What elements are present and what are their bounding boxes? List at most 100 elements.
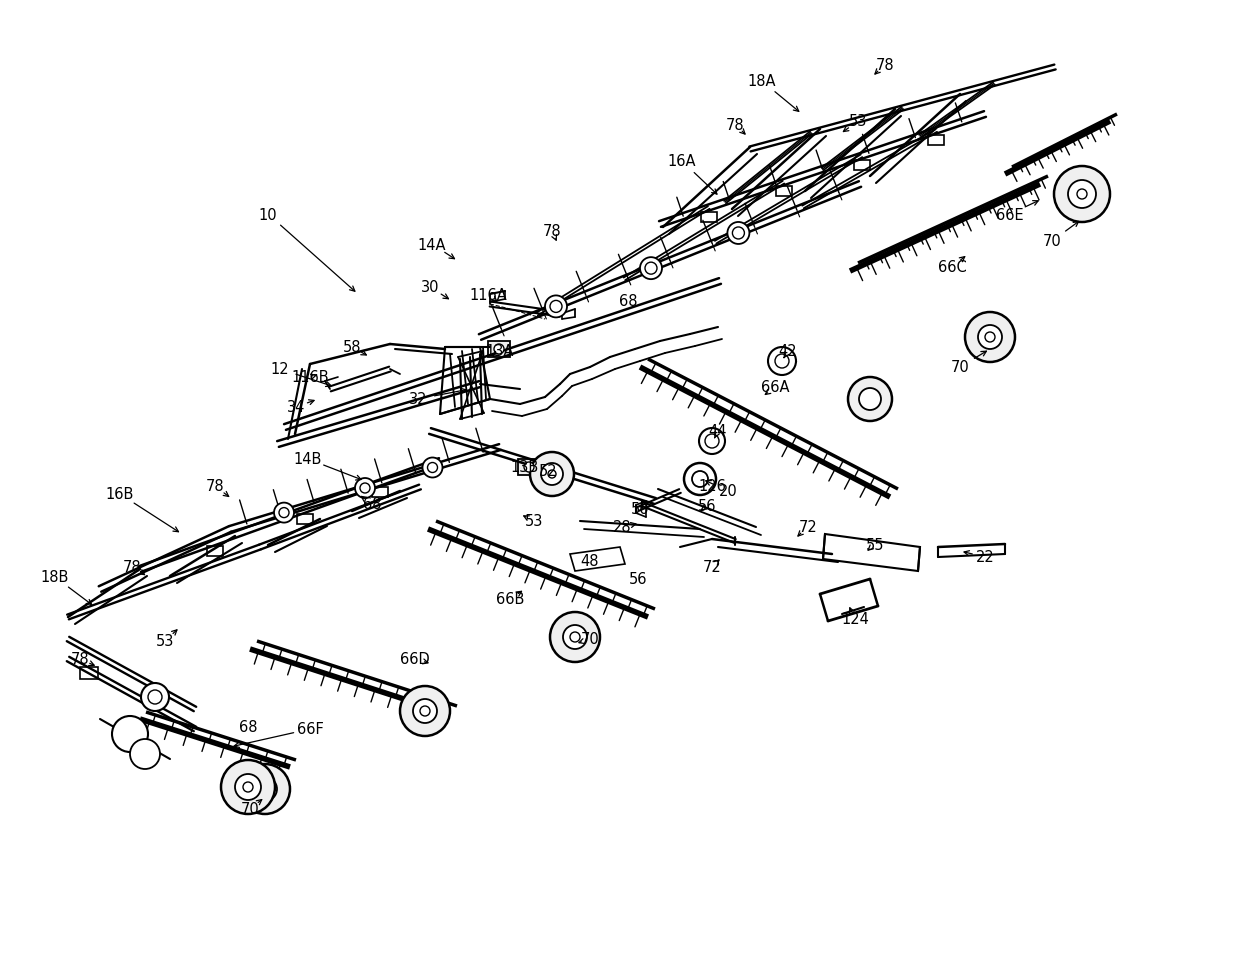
Circle shape <box>985 332 994 343</box>
Circle shape <box>243 782 253 793</box>
Polygon shape <box>823 535 920 572</box>
Circle shape <box>236 774 260 800</box>
Text: 56: 56 <box>698 499 717 514</box>
Bar <box>853 161 869 171</box>
Polygon shape <box>570 547 625 572</box>
Text: 78: 78 <box>123 559 141 574</box>
Circle shape <box>1078 190 1087 200</box>
Text: 68: 68 <box>239 720 257 735</box>
Circle shape <box>1054 167 1110 223</box>
Text: 22: 22 <box>976 550 994 565</box>
Text: 34: 34 <box>286 400 305 415</box>
Text: 50: 50 <box>631 502 650 517</box>
Circle shape <box>570 633 580 642</box>
Text: 18B: 18B <box>41 570 69 585</box>
Text: 70: 70 <box>241 801 259 817</box>
Circle shape <box>494 345 503 355</box>
Circle shape <box>645 263 657 275</box>
Bar <box>372 487 388 497</box>
Text: 20: 20 <box>719 484 738 499</box>
Circle shape <box>253 777 277 801</box>
Circle shape <box>529 453 574 496</box>
Text: 70: 70 <box>580 632 599 647</box>
Bar <box>207 547 223 556</box>
Bar <box>929 136 944 145</box>
Bar <box>81 668 98 679</box>
Text: 13B: 13B <box>511 460 539 475</box>
Circle shape <box>112 716 148 752</box>
Text: 66E: 66E <box>996 207 1024 222</box>
Circle shape <box>423 458 443 478</box>
Bar <box>775 187 791 197</box>
Text: 116A: 116A <box>469 287 507 302</box>
Text: 16A: 16A <box>668 154 696 170</box>
Circle shape <box>360 484 370 493</box>
Text: 66A: 66A <box>761 380 789 395</box>
Circle shape <box>733 228 744 239</box>
Circle shape <box>401 686 450 736</box>
Text: 42: 42 <box>779 344 797 359</box>
Text: 68: 68 <box>363 497 381 512</box>
Text: 78: 78 <box>725 117 744 133</box>
Text: 56: 56 <box>629 572 647 587</box>
Circle shape <box>420 706 430 716</box>
Circle shape <box>428 463 438 473</box>
Circle shape <box>241 765 290 814</box>
Text: 32: 32 <box>409 392 428 407</box>
Text: 58: 58 <box>342 340 361 355</box>
Text: 72: 72 <box>799 519 817 534</box>
Circle shape <box>706 434 719 449</box>
Circle shape <box>692 472 708 487</box>
Circle shape <box>525 462 534 473</box>
Text: 48: 48 <box>580 554 599 569</box>
Text: 116B: 116B <box>291 370 329 385</box>
Circle shape <box>978 326 1002 350</box>
Text: 16B: 16B <box>105 487 134 502</box>
Text: 18A: 18A <box>748 75 776 89</box>
Text: 72: 72 <box>703 560 722 575</box>
Text: 10: 10 <box>259 207 278 222</box>
Circle shape <box>728 223 749 245</box>
Text: 70: 70 <box>1043 234 1061 249</box>
Circle shape <box>768 348 796 376</box>
Circle shape <box>279 508 289 518</box>
Text: 68: 68 <box>619 295 637 309</box>
Bar <box>489 342 510 358</box>
Circle shape <box>1068 181 1096 208</box>
Text: 53: 53 <box>525 514 543 529</box>
Circle shape <box>775 355 789 368</box>
Circle shape <box>130 739 160 769</box>
Text: 66B: 66B <box>496 592 525 607</box>
Circle shape <box>551 612 600 663</box>
Text: 78: 78 <box>71 652 89 667</box>
Text: 14A: 14A <box>418 237 446 252</box>
Circle shape <box>413 700 436 723</box>
Text: 12: 12 <box>270 362 289 377</box>
Text: 66F: 66F <box>296 722 324 736</box>
Text: 13A: 13A <box>486 344 515 359</box>
Text: 44: 44 <box>709 424 727 439</box>
Text: 66D: 66D <box>401 652 430 667</box>
Text: 66C: 66C <box>937 261 966 275</box>
Circle shape <box>541 463 563 485</box>
Text: 126: 126 <box>698 479 725 494</box>
Circle shape <box>684 463 715 495</box>
Text: 78: 78 <box>875 57 894 73</box>
Circle shape <box>563 625 587 649</box>
Circle shape <box>848 378 892 422</box>
Text: 55: 55 <box>866 537 884 552</box>
Text: 78: 78 <box>206 479 224 494</box>
Circle shape <box>548 471 556 479</box>
Circle shape <box>551 301 562 313</box>
Circle shape <box>148 690 162 704</box>
Circle shape <box>546 297 567 318</box>
Text: 30: 30 <box>420 280 439 296</box>
Text: 52: 52 <box>538 464 557 479</box>
Circle shape <box>640 258 662 280</box>
Circle shape <box>355 479 374 498</box>
Circle shape <box>965 313 1016 362</box>
Bar <box>298 515 312 524</box>
Text: 28: 28 <box>613 520 631 535</box>
Text: 53: 53 <box>849 114 867 130</box>
Circle shape <box>221 761 275 814</box>
